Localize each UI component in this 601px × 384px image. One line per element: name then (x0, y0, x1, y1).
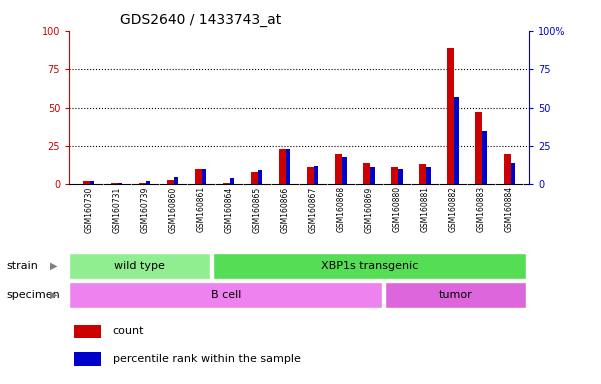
Text: percentile rank within the sample: percentile rank within the sample (113, 354, 300, 364)
Bar (335, 154, 343, 184)
Bar (69, 253, 210, 279)
Text: GSM160860: GSM160860 (168, 186, 177, 233)
Text: ▶: ▶ (50, 290, 57, 300)
Text: GSM160869: GSM160869 (365, 186, 374, 233)
Text: ▶: ▶ (50, 261, 57, 271)
Bar (139, 183, 146, 184)
Bar (213, 253, 526, 279)
Text: GSM160868: GSM160868 (337, 186, 346, 232)
Text: count: count (113, 326, 144, 336)
Text: tumor: tumor (439, 290, 472, 300)
Text: GSM160730: GSM160730 (84, 186, 93, 233)
Bar (230, 178, 234, 184)
Bar (167, 180, 174, 184)
Bar (364, 163, 370, 184)
Bar (483, 131, 487, 184)
Bar (307, 167, 314, 184)
Bar (391, 167, 398, 184)
Text: GSM160866: GSM160866 (281, 186, 290, 233)
Text: GSM160731: GSM160731 (112, 186, 121, 233)
Bar (174, 177, 178, 184)
Bar (475, 112, 483, 184)
Bar (195, 169, 202, 184)
Bar (504, 154, 510, 184)
Bar (370, 167, 374, 184)
Bar (279, 149, 286, 184)
Bar (314, 166, 319, 184)
Text: GSM160880: GSM160880 (392, 186, 401, 232)
Bar (454, 97, 459, 184)
Text: GDS2640 / 1433743_at: GDS2640 / 1433743_at (120, 13, 281, 27)
Bar (398, 169, 403, 184)
Text: strain: strain (6, 261, 38, 271)
Text: GSM160884: GSM160884 (505, 186, 514, 232)
Bar (258, 170, 263, 184)
Bar (251, 172, 258, 184)
Text: GSM160881: GSM160881 (421, 186, 430, 232)
Bar (419, 164, 427, 184)
Bar (223, 183, 230, 184)
Text: XBP1s transgenic: XBP1s transgenic (321, 261, 418, 271)
Text: GSM160865: GSM160865 (252, 186, 261, 233)
Bar (83, 181, 90, 184)
Text: specimen: specimen (6, 290, 59, 300)
Text: GSM160739: GSM160739 (140, 186, 149, 233)
Bar (90, 181, 94, 184)
Text: GSM160883: GSM160883 (477, 186, 486, 232)
Bar (111, 183, 118, 184)
Bar (343, 157, 347, 184)
Bar (447, 48, 454, 184)
Bar (286, 149, 290, 184)
Text: GSM160882: GSM160882 (449, 186, 458, 232)
Bar (385, 282, 526, 308)
Bar (74, 353, 102, 366)
Bar (202, 169, 206, 184)
Text: wild type: wild type (114, 261, 165, 271)
Text: GSM160861: GSM160861 (197, 186, 206, 232)
Bar (510, 163, 514, 184)
Bar (69, 282, 382, 308)
Bar (146, 181, 150, 184)
Bar (427, 167, 431, 184)
Text: B cell: B cell (210, 290, 241, 300)
Bar (118, 183, 122, 184)
Text: GSM160864: GSM160864 (224, 186, 233, 233)
Bar (74, 325, 102, 338)
Text: GSM160867: GSM160867 (308, 186, 317, 233)
